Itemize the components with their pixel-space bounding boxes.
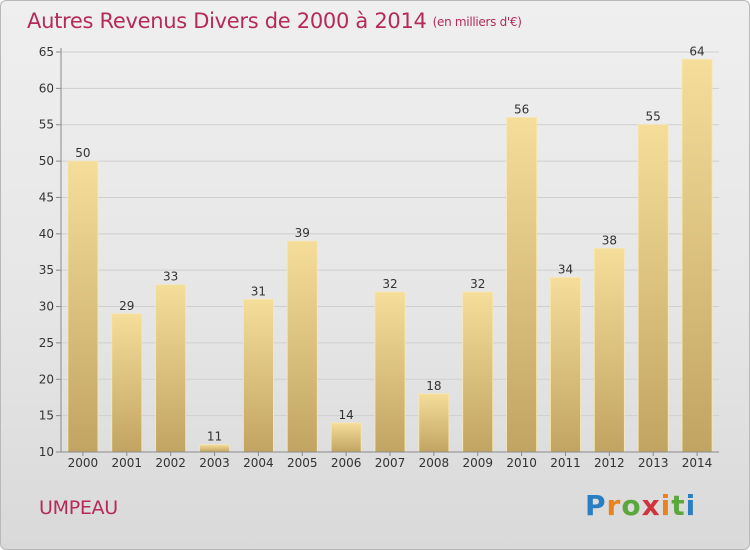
x-tick-label: 2005 <box>287 456 318 470</box>
logo-letter: r <box>606 489 622 522</box>
logo-letter: i <box>685 489 697 522</box>
y-tick-label: 55 <box>39 118 54 132</box>
data-label: 33 <box>163 270 178 284</box>
logo-letter: x <box>641 489 661 522</box>
y-tick-label: 50 <box>39 154 54 168</box>
x-tick-label: 2011 <box>550 456 581 470</box>
bar <box>506 117 538 453</box>
x-tick-label: 2008 <box>419 456 450 470</box>
logo-letter: P <box>585 489 607 522</box>
logo-letter: o <box>621 489 642 522</box>
bar <box>330 422 362 453</box>
data-label: 29 <box>119 299 134 313</box>
chart-title: Autres Revenus Divers de 2000 à 2014 (en … <box>27 9 522 33</box>
x-tick-label: 2013 <box>638 456 669 470</box>
bar <box>550 277 581 453</box>
y-tick-label: 45 <box>39 190 54 204</box>
y-tick-label: 30 <box>39 300 54 314</box>
data-label: 11 <box>207 430 222 444</box>
data-label: 39 <box>295 226 310 240</box>
bar <box>593 247 625 453</box>
x-tick-label: 2006 <box>331 456 362 470</box>
data-label: 32 <box>382 277 397 291</box>
y-tick-label: 10 <box>39 445 54 459</box>
y-tick-label: 20 <box>39 372 54 386</box>
bar <box>155 284 187 453</box>
bar <box>111 313 143 453</box>
commune-name: UMPEAU <box>39 497 118 519</box>
data-label: 56 <box>514 102 529 116</box>
logo-letter: t <box>671 489 686 522</box>
bar <box>242 298 274 453</box>
logo-letter: i <box>660 489 672 522</box>
bar <box>637 124 669 453</box>
bar <box>374 291 406 453</box>
data-label: 55 <box>646 110 661 124</box>
data-label: 18 <box>426 379 441 393</box>
data-label: 38 <box>602 233 617 247</box>
data-label: 64 <box>689 44 704 58</box>
x-tick-label: 2000 <box>68 456 99 470</box>
proxiti-logo: Proxiti <box>585 489 696 522</box>
y-tick-label: 35 <box>39 263 54 277</box>
bar <box>67 160 99 453</box>
x-tick-label: 2004 <box>243 456 274 470</box>
y-tick-label: 15 <box>39 409 54 423</box>
bar <box>286 240 318 453</box>
data-label: 14 <box>338 408 353 422</box>
bar <box>462 291 494 453</box>
x-tick-label: 2012 <box>594 456 625 470</box>
x-tick-label: 2014 <box>682 456 713 470</box>
x-tick-label: 2010 <box>506 456 537 470</box>
x-tick-label: 2007 <box>375 456 406 470</box>
bar <box>199 444 230 453</box>
x-tick-label: 2002 <box>155 456 186 470</box>
data-label: 34 <box>558 262 573 276</box>
bar <box>681 58 713 453</box>
bar <box>418 393 450 453</box>
y-tick-label: 25 <box>39 336 54 350</box>
axes <box>56 48 719 456</box>
x-tick-label: 2009 <box>462 456 493 470</box>
y-tick-label: 40 <box>39 227 54 241</box>
y-tick-label: 60 <box>39 81 54 95</box>
x-tick-label: 2001 <box>112 456 143 470</box>
x-tick-label: 2003 <box>199 456 230 470</box>
data-label: 32 <box>470 277 485 291</box>
y-tick-label: 65 <box>39 45 54 59</box>
chart-title-text: Autres Revenus Divers de 2000 à 2014 <box>27 9 427 33</box>
chart-unit: (en milliers d'€) <box>432 15 522 29</box>
data-label: 31 <box>251 284 266 298</box>
data-label: 50 <box>75 146 90 160</box>
bars <box>67 58 713 453</box>
labels: 10 15 20 25 30 35 40 45 50 55 60 65 50 2000 29 2001 33 20… <box>39 44 713 470</box>
